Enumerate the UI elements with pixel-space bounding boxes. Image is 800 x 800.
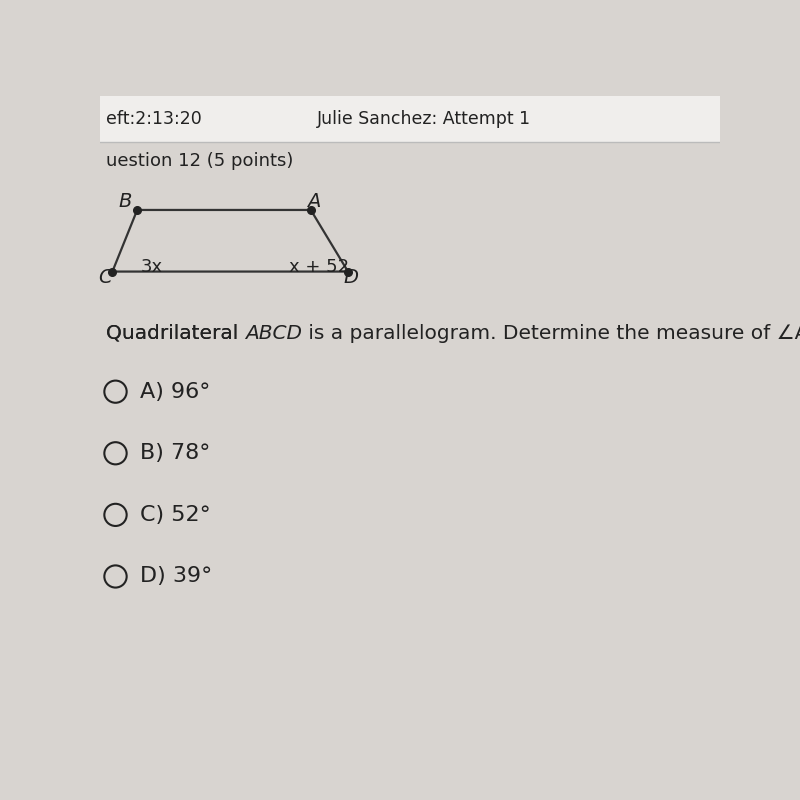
Text: D) 39°: D) 39°	[140, 566, 213, 586]
Text: uestion 12 (5 points): uestion 12 (5 points)	[106, 152, 294, 170]
Text: C: C	[98, 268, 112, 287]
Text: B) 78°: B) 78°	[140, 443, 210, 463]
Text: eft:2:13:20: eft:2:13:20	[106, 110, 202, 128]
FancyBboxPatch shape	[100, 96, 720, 142]
Text: x + 52: x + 52	[289, 258, 350, 276]
Text: C) 52°: C) 52°	[140, 505, 211, 525]
Text: A) 96°: A) 96°	[140, 382, 210, 402]
Text: Quadrilateral: Quadrilateral	[106, 324, 245, 342]
Text: is a parallelogram. Determine the measure of ∠A.: is a parallelogram. Determine the measur…	[302, 324, 800, 342]
Text: ABCD: ABCD	[245, 324, 302, 342]
Text: 3x: 3x	[140, 258, 162, 276]
Text: B: B	[118, 193, 131, 211]
Text: D: D	[344, 268, 358, 287]
Text: A: A	[307, 193, 321, 211]
Text: Quadrilateral: Quadrilateral	[106, 324, 245, 342]
Text: Julie Sanchez: Attempt 1: Julie Sanchez: Attempt 1	[317, 110, 531, 128]
